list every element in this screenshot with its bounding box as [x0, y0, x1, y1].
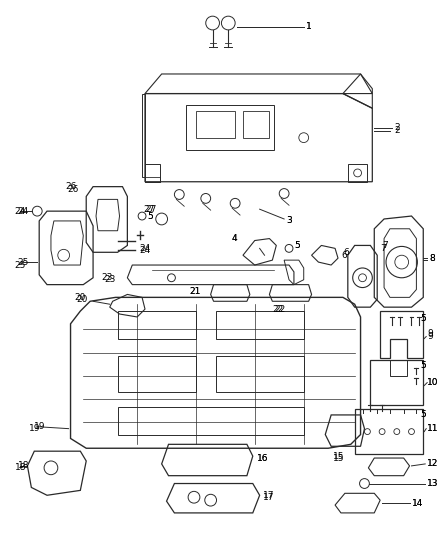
Text: 18: 18	[18, 462, 29, 471]
Text: 9: 9	[427, 329, 433, 338]
Text: 27: 27	[145, 205, 157, 214]
Text: 5: 5	[420, 410, 426, 419]
Text: 14: 14	[411, 498, 423, 507]
Text: 24: 24	[139, 246, 150, 255]
Text: 23: 23	[101, 273, 113, 282]
Text: 5: 5	[294, 241, 300, 250]
Text: 17: 17	[262, 491, 274, 500]
Text: 11: 11	[427, 424, 438, 433]
Text: 5: 5	[420, 361, 426, 370]
Text: 1: 1	[306, 22, 311, 31]
Text: 19: 19	[29, 424, 41, 433]
Text: 2: 2	[394, 126, 399, 135]
Text: 5: 5	[420, 410, 426, 419]
Text: 26: 26	[65, 182, 76, 191]
Text: 3: 3	[286, 216, 292, 225]
Text: 9: 9	[427, 332, 433, 341]
Text: 16: 16	[257, 454, 268, 463]
Text: 16: 16	[257, 454, 268, 463]
Text: 12: 12	[427, 459, 438, 469]
Text: 5: 5	[147, 212, 153, 221]
Text: 6: 6	[341, 251, 347, 260]
Text: 17: 17	[262, 492, 274, 502]
Text: 19: 19	[34, 422, 46, 431]
Text: 7: 7	[380, 244, 386, 253]
Text: 22: 22	[274, 305, 286, 313]
Text: 1: 1	[306, 22, 311, 31]
Text: 5: 5	[294, 241, 300, 250]
Text: 5: 5	[420, 361, 426, 370]
Text: 3: 3	[286, 216, 292, 225]
Text: 23: 23	[104, 275, 116, 284]
Text: 7: 7	[382, 241, 388, 250]
Text: 4: 4	[231, 234, 237, 243]
Text: 20: 20	[75, 293, 86, 302]
Text: 25: 25	[18, 257, 29, 266]
Text: 14: 14	[411, 498, 423, 507]
Text: 20: 20	[77, 295, 88, 304]
Text: 25: 25	[15, 261, 26, 270]
Text: 21: 21	[190, 287, 201, 296]
Text: 13: 13	[427, 479, 438, 488]
Text: 5: 5	[420, 314, 426, 324]
Text: 24: 24	[139, 244, 150, 253]
Text: 8: 8	[429, 254, 435, 263]
Text: 6: 6	[343, 248, 349, 257]
Text: 18: 18	[15, 463, 26, 472]
Text: 4: 4	[231, 234, 237, 243]
Text: 27: 27	[143, 205, 155, 214]
Text: 10: 10	[427, 378, 438, 387]
Text: 11: 11	[427, 424, 438, 433]
Text: 2: 2	[394, 123, 399, 132]
Text: 5: 5	[147, 212, 153, 221]
Text: 12: 12	[427, 459, 438, 469]
Text: 15: 15	[333, 451, 345, 461]
Text: 8: 8	[429, 254, 435, 263]
Text: 24: 24	[15, 207, 26, 216]
Text: 15: 15	[333, 454, 345, 463]
Text: 5: 5	[420, 314, 426, 324]
Text: 10: 10	[427, 378, 438, 387]
Text: 13: 13	[427, 479, 438, 488]
Text: 22: 22	[272, 305, 284, 313]
Text: 26: 26	[67, 185, 78, 194]
Text: 24: 24	[18, 207, 29, 216]
Text: 21: 21	[190, 287, 201, 296]
